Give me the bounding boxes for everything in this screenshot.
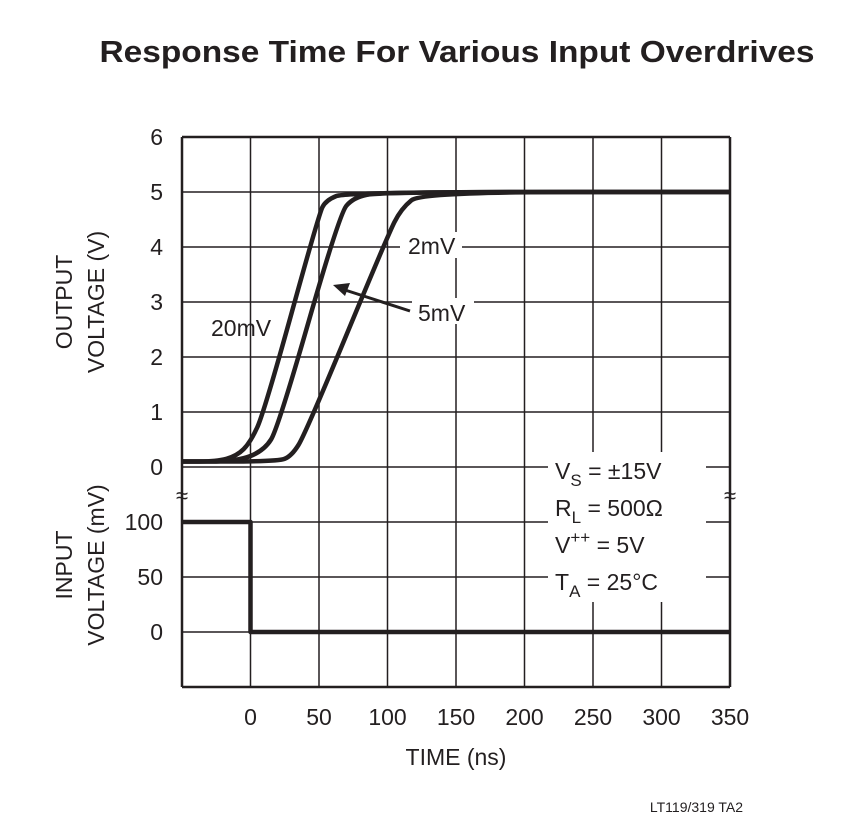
x-axis-label: TIME (ns) xyxy=(406,744,507,770)
condition-text: TA = 25°C xyxy=(555,569,658,601)
input-ylabel-line1: INPUT xyxy=(51,531,77,600)
output-ylabel-line1: OUTPUT xyxy=(51,255,77,350)
label-5mv: 5mV xyxy=(418,300,466,326)
x-tick-label: 200 xyxy=(505,704,543,730)
axis-break-right: ≈ xyxy=(724,483,736,508)
x-tick-label: 300 xyxy=(642,704,680,730)
output-y-tick-label: 4 xyxy=(150,234,163,260)
tick-labels: 0 50 100 150 200 250 300 350 0 1 2 3 4 5 6 0 50 100 xyxy=(125,124,750,730)
output-y-tick-label: 6 xyxy=(150,124,163,150)
input-y-tick-label: 50 xyxy=(137,564,163,590)
output-y-tick-label: 0 xyxy=(150,454,163,480)
x-tick-label: 50 xyxy=(306,704,332,730)
series-line-5mV xyxy=(182,189,730,464)
chart-title: Response Time For Various Input Overdriv… xyxy=(100,34,815,69)
output-y-tick-label: 1 xyxy=(150,399,163,425)
series-line-20mV xyxy=(182,189,730,464)
axis-break-left: ≈ xyxy=(176,483,188,508)
output-y-tick-label: 2 xyxy=(150,344,163,370)
label-2mv: 2mV xyxy=(408,233,456,259)
x-tick-label: 150 xyxy=(437,704,475,730)
output-y-tick-label: 3 xyxy=(150,289,163,315)
condition-text: VS = ±15V xyxy=(555,458,662,490)
label-20mv: 20mV xyxy=(211,315,272,341)
output-y-tick-label: 5 xyxy=(150,179,163,205)
series-line-input xyxy=(182,519,730,635)
x-tick-label: 250 xyxy=(574,704,612,730)
series-line-2mV xyxy=(182,189,730,464)
output-ylabel-line2: VOLTAGE (V) xyxy=(83,231,109,373)
arrow-5mv xyxy=(333,283,411,313)
x-tick-label: 100 xyxy=(368,704,406,730)
curves xyxy=(182,189,730,635)
input-y-tick-label: 0 xyxy=(150,619,163,645)
footnote: LT119/319 TA2 xyxy=(650,799,743,815)
input-y-tick-label: 100 xyxy=(125,509,163,535)
input-ylabel-line2: VOLTAGE (mV) xyxy=(83,484,109,645)
x-tick-label: 350 xyxy=(711,704,749,730)
x-tick-label: 0 xyxy=(244,704,257,730)
condition-text: RL = 500Ω xyxy=(555,495,663,527)
condition-text: V++ = 5V xyxy=(555,528,645,558)
